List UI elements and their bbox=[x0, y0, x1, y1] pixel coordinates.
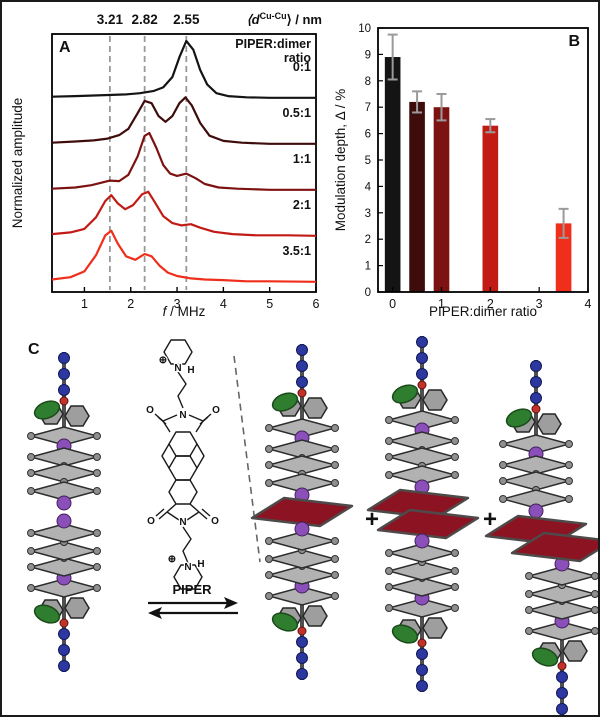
modulation-depth-bar-chart: 0 1 2 3 4 5 6 7 8 9 10 0 1 2 3 4 Modulation depth, Δ / %… bbox=[333, 23, 592, 319]
bar-ratio-3.5 bbox=[555, 223, 572, 292]
y-tick-label: 6 bbox=[365, 129, 371, 141]
y-tick-label: 10 bbox=[358, 23, 371, 35]
atom-label-N: N bbox=[179, 410, 186, 421]
gq-dimer-piper-two bbox=[366, 336, 480, 692]
panel-a-label: A bbox=[59, 39, 71, 56]
atom-label-O: O bbox=[146, 405, 154, 416]
series-label: 2:1 bbox=[293, 198, 311, 212]
bar-ratio-0.5 bbox=[409, 101, 425, 292]
structural-scheme-panel: C bbox=[2, 322, 598, 717]
y-tick-label: 7 bbox=[365, 102, 371, 114]
x-tick-label: 1 bbox=[438, 297, 445, 311]
x-tick-label: 4 bbox=[585, 297, 592, 311]
series-label: 0.5:1 bbox=[283, 106, 312, 120]
atom-labels: ⊕N HO N OO N O⊕N H bbox=[145, 354, 222, 575]
atom-label-H: H bbox=[187, 365, 194, 376]
x-tick-label: 5 bbox=[266, 297, 273, 311]
atom-label-H: H bbox=[197, 559, 204, 570]
plus-sign-2: + bbox=[483, 506, 497, 533]
panel-c-label: C bbox=[28, 341, 40, 358]
legend-title-line1: PIPER:dimer bbox=[235, 37, 311, 51]
panel-b-label: B bbox=[568, 33, 580, 50]
plus-sign-1: + bbox=[365, 506, 379, 533]
equilibrium-arrows: PIPER bbox=[148, 582, 238, 619]
atom-label-⊕: ⊕ bbox=[159, 355, 167, 366]
series-label: 0:1 bbox=[293, 60, 311, 74]
x-tick-label: 3 bbox=[174, 297, 181, 311]
spectrum-trace-0:1 bbox=[51, 39, 316, 99]
atom-label-O: O bbox=[211, 516, 219, 527]
y-tick-label: 0 bbox=[365, 287, 371, 299]
bar-ratio-1 bbox=[433, 107, 450, 292]
gq-monomer-piper-end-bottom bbox=[510, 531, 598, 715]
y-tick-label: 8 bbox=[365, 76, 371, 88]
pulse-epr-spectra-chart: 3.21 2.82 2.55 ⟨dCu-Cu⟩ / nm 1 2 3 4 5 6 f / MHz No… bbox=[10, 11, 322, 319]
top-axis-title: ⟨dCu-Cu⟩ / nm bbox=[247, 11, 322, 27]
atom-label-O: O bbox=[212, 405, 220, 416]
bar-ratio-2 bbox=[482, 125, 499, 293]
atom-label-⊕: ⊕ bbox=[168, 554, 176, 565]
atom-label-N: N bbox=[174, 363, 181, 374]
atom-label-N: N bbox=[184, 562, 191, 573]
x-tick-label: 1 bbox=[81, 297, 88, 311]
y-tick-label: 2 bbox=[365, 234, 371, 246]
x-tick-label: 3 bbox=[536, 297, 543, 311]
gq-dimer-piper-intercalated bbox=[250, 344, 354, 680]
gq-monomer-piper-end-top bbox=[484, 360, 588, 546]
legend-title-line2: ratio bbox=[284, 51, 311, 65]
y-tick-label: 5 bbox=[365, 155, 371, 167]
top-axis-tick-label: 2.82 bbox=[131, 12, 157, 27]
y-tick-label: 1 bbox=[365, 261, 371, 273]
spectrum-trace-0.5:1 bbox=[51, 96, 316, 145]
gq-dimer-free bbox=[28, 352, 101, 672]
y-axis-label: Normalized amplitude bbox=[10, 98, 25, 229]
bar-ratio-0 bbox=[384, 57, 401, 292]
series-label: 3.5:1 bbox=[283, 244, 312, 258]
x-tick-label: 6 bbox=[313, 297, 320, 311]
y-axis-label: Modulation depth, Δ / % bbox=[333, 89, 348, 232]
x-axis-label: f / MHz bbox=[163, 304, 206, 319]
piper-chemical-structure: ⊕N HO N OO N O⊕N H bbox=[145, 339, 222, 590]
atom-label-O: O bbox=[147, 516, 155, 527]
piper-reaction-label: PIPER bbox=[172, 582, 212, 597]
axis-frame bbox=[51, 33, 317, 293]
y-tick-label: 9 bbox=[365, 49, 371, 61]
expansion-dashed-line bbox=[233, 355, 261, 563]
y-tick-label: 3 bbox=[365, 208, 371, 220]
x-tick-label: 0 bbox=[389, 297, 396, 311]
x-tick-label: 2 bbox=[127, 297, 134, 311]
x-tick-label: 2 bbox=[487, 297, 494, 311]
series-label: 1:1 bbox=[293, 152, 311, 166]
y-tick-label: 4 bbox=[365, 181, 372, 193]
spectrum-trace-3.5:1 bbox=[51, 229, 317, 283]
top-axis-tick-label: 3.21 bbox=[97, 12, 124, 27]
x-axis-label: PIPER:dimer ratio bbox=[429, 304, 537, 319]
x-tick-label: 4 bbox=[220, 297, 227, 311]
spectrum-trace-2:1 bbox=[51, 190, 317, 237]
top-axis-tick-label: 2.55 bbox=[173, 12, 200, 27]
spectrum-trace-1:1 bbox=[51, 131, 316, 191]
atom-label-N: N bbox=[179, 517, 186, 528]
